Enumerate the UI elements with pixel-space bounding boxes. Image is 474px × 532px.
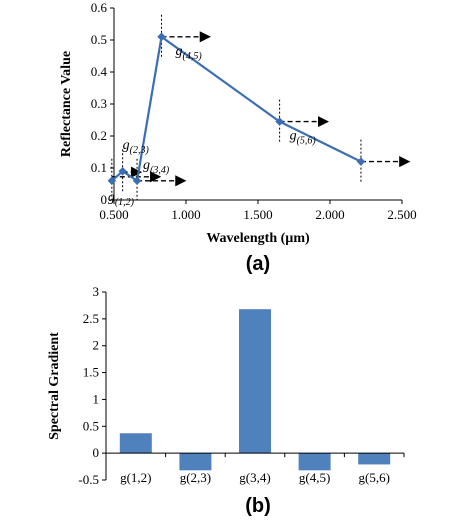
y-tick-label: 0.5 [83,418,99,433]
category-label: g(3,4) [239,470,270,485]
annotation-label: g(1,2) [108,190,135,208]
annotation-label: g(5,6) [290,129,317,147]
y-tick-label: 0.3 [91,96,107,111]
y-axis-label: Reflectance Value [59,51,74,157]
reflectance-chart: 0 0.1 0.2 0.3 0.4 0.5 0.6 0.500 1.000 1.500 2.000… [59,0,417,275]
panel-label-a: (a) [246,253,270,275]
spectral-gradient-chart: -0.5 0 0.5 1 1.5 2 2.5 3 g(1,2) g(2,3) g(3,4) g(4,… [47,284,405,517]
y-tick-label: -0.5 [78,472,99,487]
category-label: g(4,5) [299,470,330,485]
x-axis-label: Wavelength (µm) [206,231,310,246]
annotation-label: g(3,4) [143,158,170,176]
data-point [107,176,117,186]
data-point [157,32,166,42]
bar [119,433,152,454]
data-point [275,117,284,126]
y-tick-label: 2 [93,338,100,353]
y-tick-label: 0.6 [91,0,108,15]
category-label: g(1,2) [120,470,151,485]
x-tick-label: 1.000 [171,207,200,222]
x-tick-label: 2.000 [315,207,344,222]
x-tick-label: 0.500 [99,207,128,222]
y-axis-label-b: Spectral Gradient [47,332,62,440]
y-tick-label: 0.4 [91,64,108,79]
category-label: g(2,3) [180,470,211,485]
annotation-label: g(2,3) [123,138,150,156]
data-point [118,166,127,176]
y-tick-label: 3 [93,284,100,299]
y-tick-label: 0.1 [91,160,107,175]
data-point [132,176,142,186]
bar [179,453,212,471]
y-tick-label: 0 [101,192,108,207]
bar [358,453,391,465]
bar [298,453,331,471]
panel-label-b: (b) [245,495,271,517]
y-tick-label: 1.5 [83,365,99,380]
y-tick-label: 2.5 [83,311,99,326]
y-tick-label: 0.2 [91,128,107,143]
y-tick-label: 1 [93,391,100,406]
category-label: g(5,6) [358,470,389,485]
x-tick-label: 2.500 [387,207,416,222]
annotation-label: g(4,5) [176,44,203,62]
bar [239,309,271,454]
x-tick-label: 1.500 [243,207,272,222]
y-tick-label: 0.5 [91,32,107,47]
data-point [356,157,366,166]
y-tick-label: 0 [93,445,100,460]
